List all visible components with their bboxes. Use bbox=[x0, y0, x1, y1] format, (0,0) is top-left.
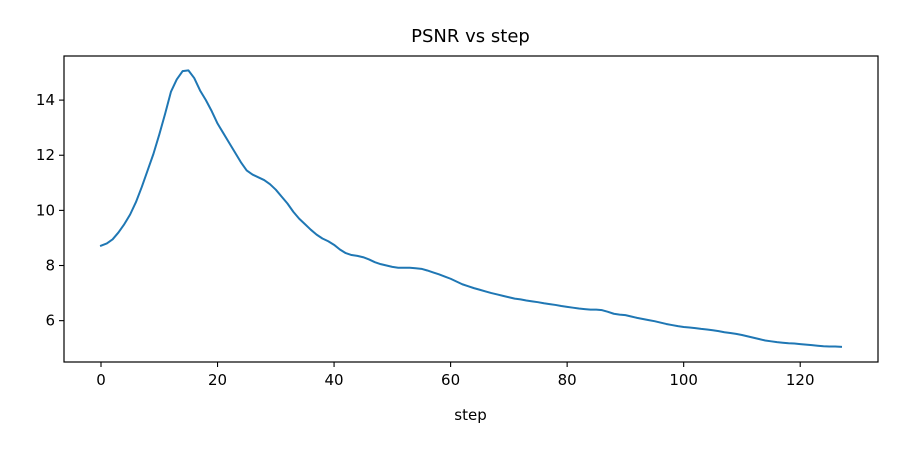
x-tick-label: 120 bbox=[786, 371, 815, 389]
x-tick-label: 100 bbox=[669, 371, 698, 389]
y-tick-label: 12 bbox=[36, 146, 55, 164]
y-tick-label: 10 bbox=[36, 201, 55, 219]
x-tick-label: 40 bbox=[325, 371, 344, 389]
x-axis-title: step bbox=[454, 406, 486, 424]
x-tick-label: 20 bbox=[208, 371, 227, 389]
x-tick-label: 80 bbox=[558, 371, 577, 389]
y-tick-label: 8 bbox=[45, 257, 55, 275]
y-axis-ticks: 6 8 10 12 14 bbox=[36, 91, 64, 330]
plot-area bbox=[63, 55, 879, 363]
y-tick-label: 14 bbox=[36, 91, 55, 109]
series-line-0 bbox=[99, 69, 843, 348]
x-tick-label: 0 bbox=[96, 371, 106, 389]
axes-frame bbox=[63, 55, 879, 363]
x-axis-ticks: 0 20 40 60 80 100 120 bbox=[96, 362, 815, 389]
x-tick-label: 60 bbox=[441, 371, 460, 389]
chart-title: PSNR vs step bbox=[411, 26, 530, 47]
y-tick-label: 6 bbox=[45, 312, 55, 330]
